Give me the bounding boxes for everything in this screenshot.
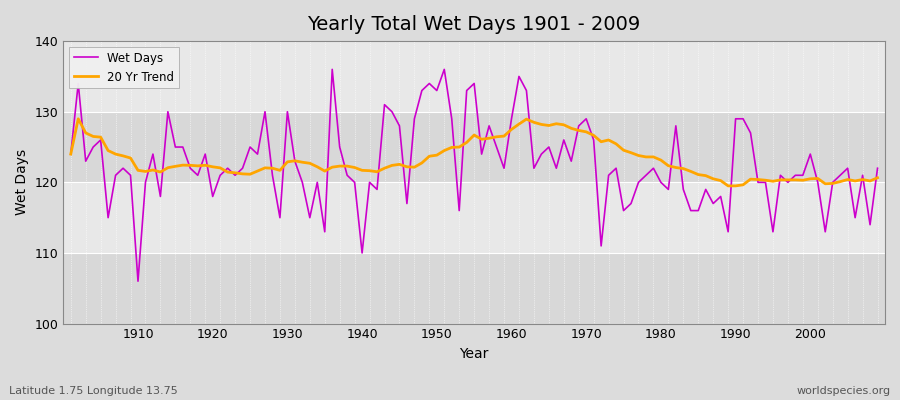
Wet Days xyxy=(349,180,360,185)
20 Yr Trend xyxy=(723,184,734,188)
Wet Days xyxy=(521,88,532,93)
20 Yr Trend xyxy=(342,164,353,168)
Text: worldspecies.org: worldspecies.org xyxy=(796,386,891,396)
Y-axis label: Wet Days: Wet Days xyxy=(15,149,29,216)
Bar xyxy=(63,41,885,112)
Wet Days xyxy=(125,173,136,178)
Wet Days xyxy=(872,166,883,171)
20 Yr Trend xyxy=(603,138,614,142)
Bar xyxy=(63,182,885,253)
Line: 20 Yr Trend: 20 Yr Trend xyxy=(71,119,878,186)
Wet Days xyxy=(297,180,308,185)
20 Yr Trend xyxy=(66,152,77,156)
Wet Days xyxy=(66,152,77,156)
20 Yr Trend xyxy=(132,168,143,173)
Wet Days xyxy=(132,279,143,284)
Wet Days xyxy=(611,166,622,171)
Line: Wet Days: Wet Days xyxy=(71,69,878,281)
Bar xyxy=(63,112,885,182)
Text: Latitude 1.75 Longitude 13.75: Latitude 1.75 Longitude 13.75 xyxy=(9,386,178,396)
Bar xyxy=(63,253,885,324)
20 Yr Trend xyxy=(514,122,525,126)
20 Yr Trend xyxy=(73,116,84,121)
Wet Days xyxy=(327,67,338,72)
Legend: Wet Days, 20 Yr Trend: Wet Days, 20 Yr Trend xyxy=(69,47,179,88)
X-axis label: Year: Year xyxy=(460,347,489,361)
Wet Days xyxy=(514,74,525,79)
Title: Yearly Total Wet Days 1901 - 2009: Yearly Total Wet Days 1901 - 2009 xyxy=(308,15,641,34)
20 Yr Trend xyxy=(872,175,883,180)
20 Yr Trend xyxy=(297,160,308,165)
20 Yr Trend xyxy=(506,127,517,132)
